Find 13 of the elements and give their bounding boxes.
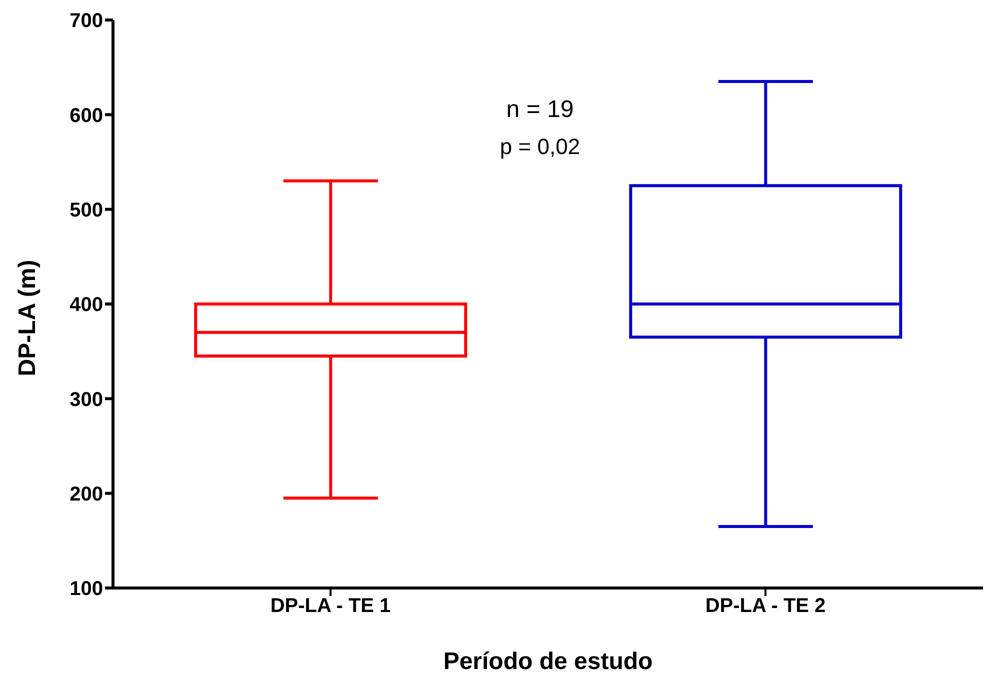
y-tick-label: 200	[70, 483, 103, 506]
x-tick-label: DP-LA - TE 1	[270, 595, 391, 618]
x-tick-label: DP-LA - TE 2	[705, 595, 826, 618]
y-tick-label: 400	[70, 294, 103, 316]
x-axis-title: Período de estudo	[442, 648, 654, 676]
y-tick-label: 500	[70, 199, 103, 222]
y-tick-label: 100	[70, 578, 103, 600]
y-tick-label: 600	[70, 104, 103, 127]
y-tick-label: 700	[70, 10, 103, 32]
annotation: n = 19	[506, 96, 574, 124]
y-axis-title: DP-LA (m)	[14, 260, 42, 376]
y-tick-label: 300	[70, 388, 103, 411]
annotation: p = 0,02	[500, 134, 580, 160]
